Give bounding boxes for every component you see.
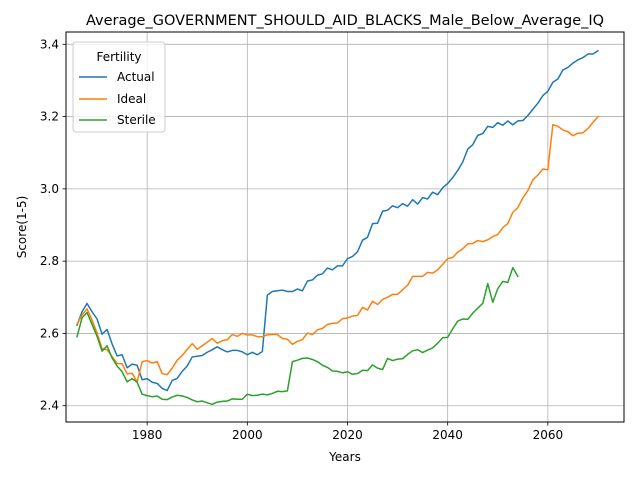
series-line-actual <box>76 49 599 392</box>
x-tick-label: 2020 <box>332 428 363 442</box>
legend-box <box>72 41 166 133</box>
legend-title: Fertility <box>96 50 141 64</box>
y-tick-label: 2.8 <box>40 254 59 268</box>
legend-label-sterile: Sterile <box>117 113 156 127</box>
x-tick-label: 2000 <box>232 428 263 442</box>
axis-ticks: 1980 2000 2020 2040 2060 2.4 2.6 2.8 3.0 3.2 3.4 <box>40 37 563 442</box>
y-tick-label: 3.4 <box>40 37 59 51</box>
legend-label-actual: Actual <box>117 70 155 84</box>
series-line-ideal <box>76 115 600 383</box>
y-axis-label: Score(1-5) <box>15 196 29 259</box>
series-line-sterile <box>76 266 519 406</box>
x-tick-label: 2060 <box>533 428 564 442</box>
y-tick-label: 2.6 <box>40 326 59 340</box>
y-tick-label: 3.2 <box>40 110 59 124</box>
x-tick-label: 2040 <box>432 428 463 442</box>
chart-title: Average_GOVERNMENT_SHOULD_AID_BLACKS_Mal… <box>86 13 604 29</box>
x-axis-label: Years <box>328 450 361 464</box>
plot-frame <box>65 31 625 423</box>
legend-label-ideal: Ideal <box>117 92 146 106</box>
grid <box>66 32 624 422</box>
y-tick-label: 2.4 <box>40 399 59 413</box>
series-lines <box>76 49 600 406</box>
x-tick-label: 1980 <box>132 428 163 442</box>
y-tick-label: 3.0 <box>40 182 59 196</box>
legend: Fertility Actual Ideal Sterile <box>72 41 166 133</box>
